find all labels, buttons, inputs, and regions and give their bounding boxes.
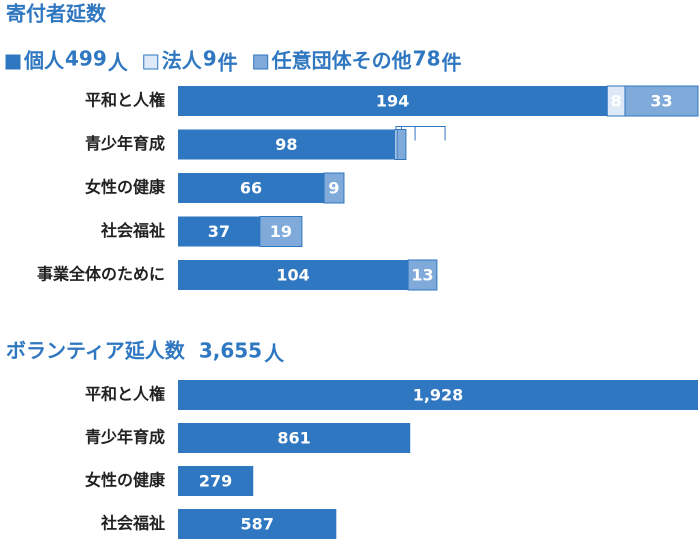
category-label: 平和と人権 xyxy=(85,385,165,404)
value-label: 9 xyxy=(328,179,339,198)
legend-label: 法人 xyxy=(162,49,203,73)
bar-segment xyxy=(178,260,409,290)
bar-segment xyxy=(259,216,303,247)
value-label: 4 xyxy=(447,134,458,153)
value-label: 861 xyxy=(277,429,310,448)
bar-segment xyxy=(323,172,345,204)
legend-label: 個人 xyxy=(23,49,65,73)
legend-unit: 人 xyxy=(108,51,129,75)
value-label: 279 xyxy=(199,472,232,491)
legend-swatch xyxy=(253,54,269,70)
legend-swatch xyxy=(5,54,21,70)
value-label: 98 xyxy=(275,135,297,154)
category-label: 女性の健康 xyxy=(85,471,166,490)
legend-unit: 件 xyxy=(442,51,462,75)
category-label: 青少年育成 xyxy=(85,428,165,447)
category-label: 女性の健康 xyxy=(85,178,166,197)
legend-swatch xyxy=(143,54,159,70)
value-label: 37 xyxy=(208,222,230,241)
total-unit: 人 xyxy=(264,342,285,366)
legend-label: 任意団体その他 xyxy=(271,49,412,73)
bar-segment xyxy=(178,86,608,116)
value-label: 33 xyxy=(650,92,672,111)
bar-segment xyxy=(624,85,699,117)
legend-total: 9 xyxy=(203,47,217,71)
category-label: 事業全体のために xyxy=(37,265,165,284)
bar-segment xyxy=(178,173,325,203)
value-label: 8 xyxy=(611,92,622,111)
value-label: 66 xyxy=(240,179,262,198)
value-label: 13 xyxy=(411,266,433,285)
legend-total: 78 xyxy=(413,47,441,71)
legend-unit: 件 xyxy=(218,51,238,75)
legend-total: 499 xyxy=(65,47,107,71)
bar-segment xyxy=(178,129,395,160)
total: 3,655 xyxy=(199,339,262,363)
bar-segment xyxy=(178,509,337,539)
category-label: 社会福祉 xyxy=(100,514,165,533)
value-label: 1,928 xyxy=(413,386,464,405)
bar-segment xyxy=(407,259,438,291)
category-label: 社会福祉 xyxy=(100,221,165,240)
bar-segment xyxy=(178,466,254,496)
category-label: 青少年育成 xyxy=(85,134,165,153)
bar-segment xyxy=(178,423,411,453)
category-label: 平和と人権 xyxy=(85,91,165,110)
chart-title: 寄付者延数 xyxy=(6,2,107,26)
bar-segment xyxy=(178,380,698,410)
bar-segment xyxy=(178,216,260,247)
chart-title: ボランティア延人数 xyxy=(6,339,186,363)
value-label: 104 xyxy=(276,266,309,285)
value-label: 1 xyxy=(417,134,428,153)
value-label: 19 xyxy=(270,222,292,241)
value-label: 587 xyxy=(240,515,273,534)
leader-line xyxy=(400,126,446,141)
bar-segment xyxy=(396,129,407,160)
value-label: 194 xyxy=(376,92,409,111)
